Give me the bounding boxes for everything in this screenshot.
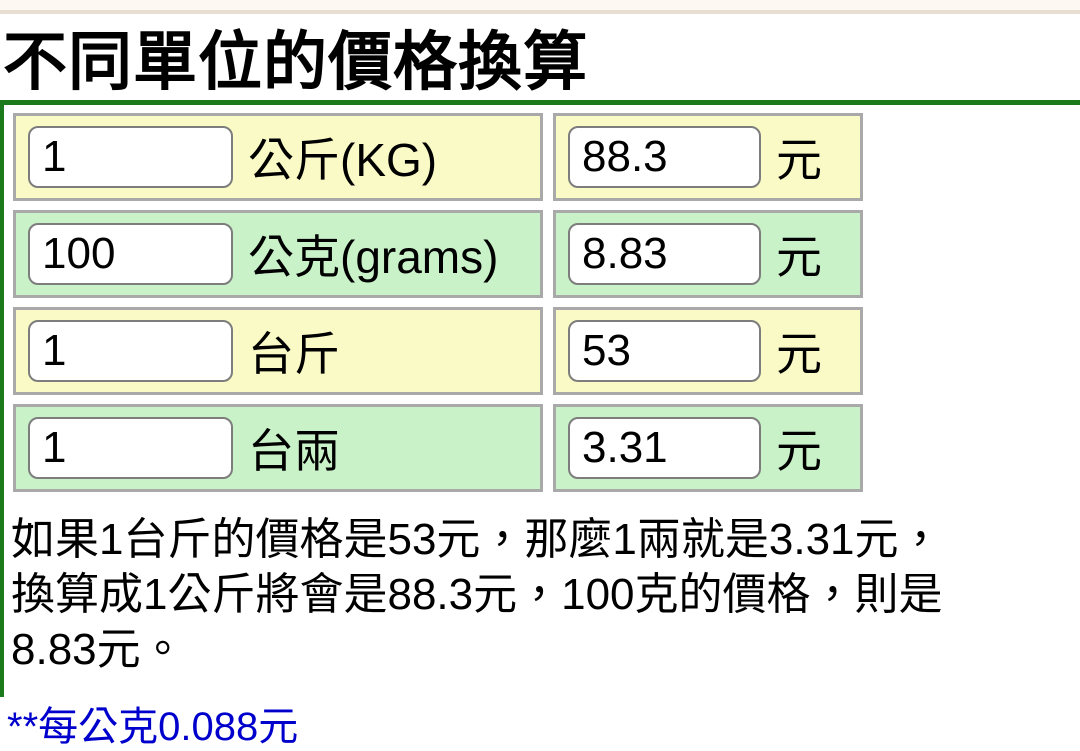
- unit-column: 公斤(KG) 公克(grams) 台斤 台兩: [13, 113, 543, 492]
- currency-label-grams: 元: [776, 231, 822, 283]
- top-bar: [0, 0, 1080, 14]
- converter-panel: 公斤(KG) 公克(grams) 台斤 台兩 元 元: [0, 100, 1080, 697]
- price-input-kg[interactable]: [568, 126, 761, 188]
- currency-label-taiwan-tael: 元: [776, 425, 822, 477]
- page-title: 不同單位的價格換算: [3, 26, 588, 98]
- price-input-taiwan-catty[interactable]: [568, 320, 761, 382]
- price-cell-kg: 元: [553, 113, 863, 201]
- currency-label-taiwan-catty: 元: [776, 328, 822, 380]
- unit-cell-taiwan-catty: 台斤: [13, 307, 543, 395]
- explanation-line: 8.83元。: [11, 625, 185, 674]
- explanation-line: 換算成1公斤將會是88.3元，100克的價格，則是: [11, 570, 943, 619]
- price-cell-taiwan-catty: 元: [553, 307, 863, 395]
- price-cell-grams: 元: [553, 210, 863, 298]
- unit-cell-grams: 公克(grams): [13, 210, 543, 298]
- unit-label-grams: 公克(grams): [248, 231, 499, 283]
- per-gram-note: **每公克0.088元: [7, 705, 299, 749]
- amount-input-taiwan-tael[interactable]: [28, 417, 233, 479]
- unit-cell-taiwan-tael: 台兩: [13, 404, 543, 492]
- price-input-grams[interactable]: [568, 223, 761, 285]
- unit-label-taiwan-catty: 台斤: [248, 328, 340, 380]
- explanation-line: 如果1台斤的價格是53元，那麼1兩就是3.31元，: [11, 515, 943, 564]
- converter-tables: 公斤(KG) 公克(grams) 台斤 台兩 元 元: [13, 113, 1080, 492]
- unit-label-kg: 公斤(KG): [248, 134, 438, 186]
- currency-label-kg: 元: [776, 134, 822, 186]
- unit-cell-kg: 公斤(KG): [13, 113, 543, 201]
- amount-input-grams[interactable]: [28, 223, 233, 285]
- amount-input-kg[interactable]: [28, 126, 233, 188]
- price-input-taiwan-tael[interactable]: [568, 417, 761, 479]
- conversion-explanation: 如果1台斤的價格是53元，那麼1兩就是3.31元， 換算成1公斤將會是88.3元…: [11, 512, 1080, 677]
- unit-label-taiwan-tael: 台兩: [248, 425, 340, 477]
- price-column: 元 元 元 元: [553, 113, 863, 492]
- price-cell-taiwan-tael: 元: [553, 404, 863, 492]
- amount-input-taiwan-catty[interactable]: [28, 320, 233, 382]
